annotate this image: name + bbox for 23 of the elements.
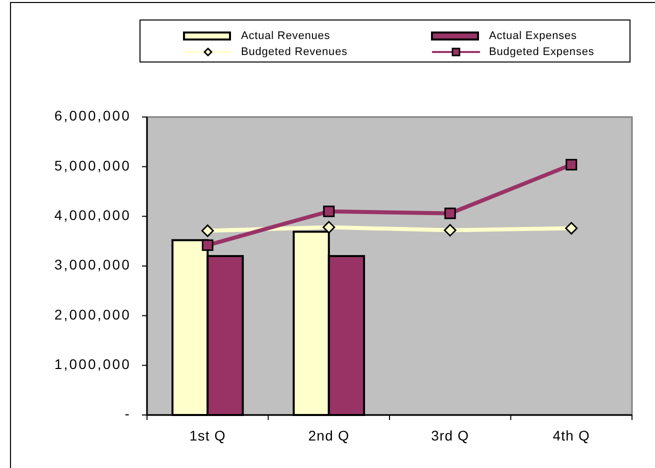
y-tick-label: 1,000,000 (54, 356, 131, 372)
y-tick-label: 2,000,000 (54, 306, 131, 322)
point (444, 224, 456, 236)
point (444, 208, 456, 220)
legend-label: Actual Revenues (241, 30, 330, 42)
point (322, 221, 336, 234)
y-tick-label: 6,000,000 (54, 108, 131, 124)
point (323, 206, 335, 218)
x-tick-label: 4th Q (552, 428, 590, 444)
y-tick-label: 4,000,000 (54, 207, 131, 224)
x-tick-label: 3rd Q (431, 428, 470, 444)
x-tick-label: 1st Q (189, 428, 226, 444)
point (565, 222, 578, 235)
legend-label: Actual Expenses (489, 30, 578, 42)
point (566, 158, 578, 170)
point (201, 224, 214, 237)
y-tick-label: - (124, 406, 131, 422)
point (202, 239, 214, 251)
x-tick-label: 2nd Q (308, 428, 350, 444)
y-tick-label: 5,000,000 (54, 157, 131, 174)
legend-label: Budgeted Expenses (489, 46, 594, 58)
y-tick-label: 3,000,000 (54, 256, 131, 273)
legend-label: Budgeted Revenues (241, 46, 348, 58)
